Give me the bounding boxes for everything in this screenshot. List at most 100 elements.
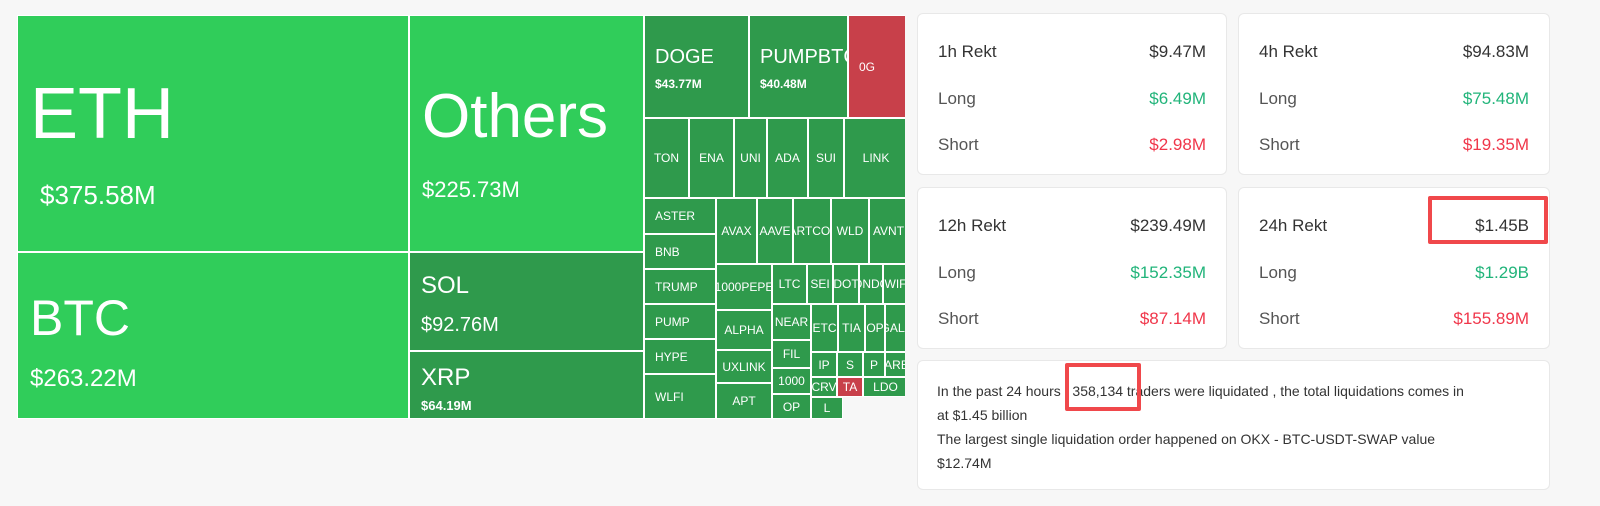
tile-symbol: CRV [811, 380, 837, 394]
tile-symbol: TA [842, 380, 858, 394]
treemap-tile-ton[interactable]: TON [644, 118, 689, 198]
card-title: 24h Rekt [1259, 216, 1328, 235]
short-value: $2.98M [1149, 135, 1206, 154]
tile-symbol: WIF [884, 277, 906, 291]
card-title: 12h Rekt [938, 216, 1007, 235]
treemap-tile-crv[interactable]: CRV [811, 377, 837, 397]
card-title: 1h Rekt [938, 42, 997, 61]
treemap-tile-aave[interactable]: AAVE [757, 198, 793, 264]
treemap-tile-alpha[interactable]: ALPHA [716, 310, 772, 350]
summary-line-1: In the past 24 hours , 358,134 traders w… [937, 383, 1464, 399]
treemap-tile-wld[interactable]: WLD [831, 198, 869, 264]
treemap-tile-op[interactable]: OP [772, 394, 811, 419]
tile-symbol: LTC [778, 277, 801, 291]
tile-symbol: UNI [740, 151, 761, 165]
tile-symbol: APT [732, 394, 756, 408]
treemap-tile-doge[interactable]: DOGE $43.77M [644, 15, 749, 118]
treemap-tile-wlfi[interactable]: WLFI [644, 374, 716, 419]
treemap-tile-1000[interactable]: 1000 [772, 368, 811, 394]
treemap-tile-link[interactable]: LINK [844, 118, 905, 198]
tile-symbol: AAVE [759, 224, 791, 238]
tile-symbol: GALA [886, 321, 905, 335]
card-total: $94.83M [1462, 42, 1529, 61]
treemap-tile-p[interactable]: P [863, 352, 885, 377]
tile-value: $263.22M [30, 365, 137, 392]
tile-symbol: TON [653, 151, 680, 165]
treemap-tile-avnt[interactable]: AVNT [869, 198, 905, 264]
tile-symbol: ADA [775, 151, 800, 165]
short-label: Short [938, 135, 979, 154]
treemap-tile-1000pepe[interactable]: 1000PEPE [716, 264, 772, 310]
treemap-tile-tia[interactable]: TIA [838, 304, 865, 352]
treemap-tile-ada[interactable]: ADA [767, 118, 808, 198]
tile-symbol: ETH [30, 74, 174, 154]
treemap-tile-avax[interactable]: AVAX [716, 198, 757, 264]
tile-symbol: LDO [873, 380, 898, 394]
traders-count: 358,134 [1072, 383, 1124, 399]
treemap-tile-ondo[interactable]: ONDO [859, 264, 883, 304]
tile-symbol: IP [818, 357, 830, 372]
tile-symbol: L [823, 401, 831, 415]
treemap-tile-fil[interactable]: FIL [772, 340, 811, 368]
treemap-tile-sol[interactable]: SOL $92.76M [409, 252, 644, 351]
long-value: $1.29B [1475, 263, 1529, 282]
long-label: Long [1259, 263, 1297, 282]
treemap-tile-hype[interactable]: HYPE [644, 339, 716, 374]
treemap-tile-op[interactable]: OP [865, 304, 885, 352]
tile-symbol: ONDO [860, 277, 882, 291]
treemap-tile-others[interactable]: Others $225.73M [409, 15, 644, 252]
tile-symbol: LINK [862, 151, 890, 165]
treemap-tile-aster[interactable]: ASTER [644, 198, 716, 234]
tile-symbol: WLD [836, 224, 864, 238]
treemap-tile-pumpbtc[interactable]: PUMPBTC $40.48M [749, 15, 848, 118]
treemap-tile-fartcoin[interactable]: FARTCOIN [793, 198, 831, 264]
treemap-tile-s[interactable]: S [837, 352, 863, 377]
treemap-tile-pump[interactable]: PUMP [644, 304, 716, 339]
treemap-tile-bnb[interactable]: BNB [644, 234, 716, 269]
treemap-tile-ltc[interactable]: LTC [772, 264, 807, 304]
treemap-tile-arb[interactable]: ARB [885, 352, 905, 377]
tile-symbol: TIA [842, 321, 861, 335]
treemap-tile-0g[interactable]: 0G [848, 15, 905, 118]
treemap-tile-l[interactable]: L [811, 397, 843, 419]
summary-line-3: The largest single liquidation order hap… [937, 431, 1436, 447]
card-total: $239.49M [1130, 216, 1206, 235]
tile-symbol: WLFI [655, 389, 684, 404]
treemap-tile-ip[interactable]: IP [811, 352, 837, 377]
treemap-tile-ena[interactable]: ENA [689, 118, 734, 198]
tile-symbol: OP [866, 321, 884, 335]
tile-symbol: ALPHA [724, 323, 764, 337]
tile-symbol: SEI [810, 277, 830, 291]
treemap-tile-trump[interactable]: TRUMP [644, 269, 716, 304]
long-label: Long [938, 263, 976, 282]
tile-value: $64.19M [421, 398, 472, 413]
tile-symbol: FIL [782, 347, 801, 361]
treemap-tile-etc[interactable]: ETC [811, 304, 838, 352]
tile-symbol: DOT [833, 277, 859, 291]
treemap-tile-xrp[interactable]: XRP $64.19M [409, 351, 644, 419]
treemap-tile-eth[interactable]: ETH $375.58M [17, 15, 409, 252]
tile-symbol: PUMPBTC [760, 46, 847, 68]
treemap-tile-wif[interactable]: WIF [883, 264, 905, 304]
card-4h-rekt: 4h Rekt $94.83M Long $75.48M Short $19.35M [1238, 13, 1550, 175]
tile-symbol: HYPE [655, 349, 688, 364]
treemap-tile-sui[interactable]: SUI [808, 118, 844, 198]
treemap-tile-near[interactable]: NEAR [772, 304, 811, 340]
treemap-tile-apt[interactable]: APT [716, 383, 772, 419]
tile-value: $375.58M [40, 180, 156, 210]
treemap-tile-btc[interactable]: BTC $263.22M [17, 252, 409, 419]
tile-symbol: XRP [421, 364, 471, 391]
treemap-tile-uxlink[interactable]: UXLINK [716, 350, 772, 383]
treemap-tile-gala[interactable]: GALA [885, 304, 905, 352]
treemap-tile-ta[interactable]: TA [837, 377, 863, 397]
liquidation-summary: In the past 24 hours , 358,134 traders w… [917, 360, 1550, 490]
treemap-tile-dot[interactable]: DOT [833, 264, 859, 304]
liquidation-treemap: ETH $375.58M BTC $263.22M Others $225.73M SOL $… [17, 15, 905, 419]
treemap-tile-ldo[interactable]: LDO [863, 377, 905, 397]
treemap-tile-uni[interactable]: UNI [734, 118, 767, 198]
tile-symbol: 0G [859, 60, 876, 74]
card-total: $9.47M [1149, 42, 1206, 61]
treemap-tile-sei[interactable]: SEI [807, 264, 833, 304]
tile-symbol: ARB [886, 357, 905, 372]
tile-symbol: ENA [699, 151, 724, 165]
